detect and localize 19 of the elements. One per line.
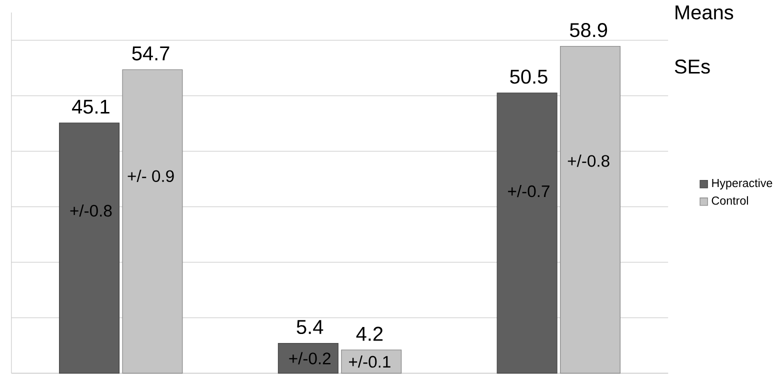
text: SEs <box>674 60 710 74</box>
annotation: +/-0.1 <box>349 356 390 368</box>
annotation: +/-0.2 <box>289 352 331 365</box>
bar <box>278 343 338 374</box>
bar <box>496 92 558 374</box>
data-label: 45.1 <box>72 100 110 114</box>
data-label: 5.4 <box>296 320 324 334</box>
annotation: +/-0.8 <box>568 154 610 168</box>
data-label: 54.7 <box>132 46 170 61</box>
data-label: 50.5 <box>510 70 548 84</box>
text: Means <box>676 6 734 20</box>
legend-label: Hyperactive <box>712 178 772 190</box>
legend-label: Control <box>712 196 748 205</box>
data-label: 58.9 <box>570 23 608 38</box>
annotation: +/- 0.9 <box>128 170 174 182</box>
bar <box>59 122 120 374</box>
annotation: +/-0.8 <box>70 204 112 217</box>
annotation: +/-0.7 <box>508 185 550 198</box>
data-label: 4.2 <box>356 326 383 341</box>
